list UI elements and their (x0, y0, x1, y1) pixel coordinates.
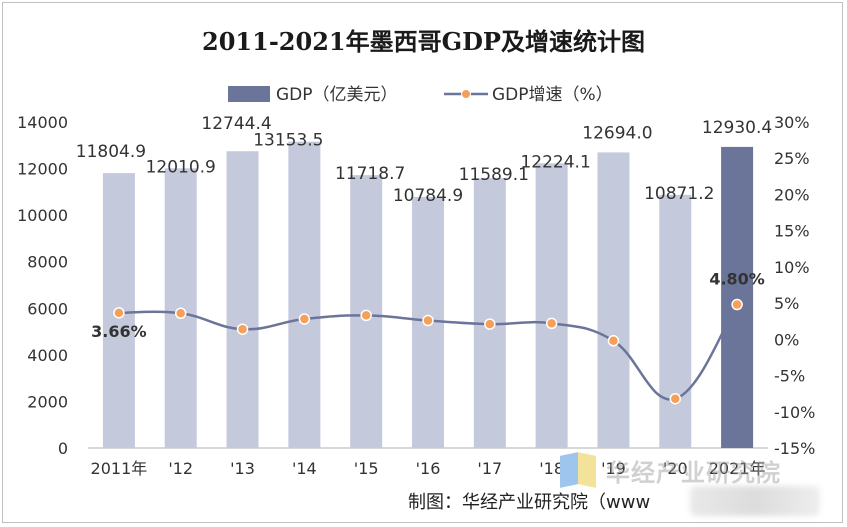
gdp-bar (659, 194, 692, 448)
gdp-bar-label: 12010.9 (146, 157, 216, 177)
gdp-growth-point (360, 309, 372, 322)
x-tick-label: '13 (230, 459, 255, 478)
y-right-tick-label: 10% (774, 258, 810, 277)
x-tick-label: '15 (354, 459, 379, 478)
gdp-growth-line (118, 303, 739, 401)
blurred-url (690, 486, 820, 516)
y-left-tick-label: 10000 (17, 206, 68, 225)
y-left-tick-label: 8000 (27, 253, 68, 272)
x-tick-label: '19 (601, 459, 626, 478)
y-left-tick-label: 12000 (17, 160, 68, 179)
gdp-growth-point (298, 313, 311, 325)
x-tick-label: '20 (663, 459, 688, 478)
x-tick-label: 2021年 (709, 459, 766, 478)
gdp-bar (597, 152, 630, 449)
y-right-tick-label: -5% (774, 367, 805, 386)
y-right-tick-label: 5% (774, 294, 799, 313)
y-left-tick-label: 2000 (27, 392, 68, 411)
gdp-bar-label: 12694.0 (582, 123, 652, 143)
y-left-tick-label: 4000 (27, 346, 68, 365)
y-right-tick-label: 25% (774, 149, 810, 168)
gdp-growth-point (113, 307, 125, 319)
gdp-bar (535, 163, 568, 449)
watermark: 华经产业研究院 (560, 452, 781, 488)
y-right-tick-label: -10% (774, 403, 815, 422)
gdp-bar (226, 151, 259, 448)
gdp-growth-point (236, 323, 249, 335)
gdp-bar (721, 146, 754, 448)
watermark-logo-icon (560, 452, 600, 488)
gdp-bar-label: 10784.9 (393, 186, 463, 206)
gdp-bar-label: 12224.1 (520, 152, 590, 172)
gdp-bar-label: 11589.1 (459, 165, 529, 185)
y-right-tick-label: 15% (774, 222, 810, 241)
y-right-tick-label: 0% (774, 330, 799, 349)
y-left-tick-label: 0 (58, 439, 68, 458)
gdp-growth-point (174, 307, 187, 320)
chart-title: 2011-2021年墨西哥GDP及增速统计图 (202, 27, 645, 56)
gdp-bar (288, 141, 321, 448)
gdp-growth-point (422, 314, 434, 327)
legend-growth-label: GDP增速（%） (492, 85, 613, 105)
x-tick-label: 2011年 (91, 459, 148, 478)
gdp-bar-label: 11804.9 (76, 142, 146, 162)
gdp-growth-label: 4.80% (709, 270, 765, 289)
legend-growth-marker (461, 89, 471, 99)
gdp-bar-label: 12744.4 (201, 114, 271, 134)
y-right-tick-label: 20% (774, 185, 810, 204)
x-tick-label: '18 (539, 459, 564, 478)
gdp-bar (473, 178, 506, 448)
x-tick-label: '14 (292, 459, 317, 478)
x-tick-label: '12 (168, 459, 193, 478)
y-right-tick-label: 30% (774, 113, 810, 132)
y-left-tick-label: 14000 (17, 113, 68, 132)
gdp-growth-point (669, 392, 682, 405)
gdp-growth-point (545, 317, 558, 330)
gdp-bar-label: 11718.7 (335, 164, 405, 184)
gdp-bar-label: 13153.5 (253, 131, 323, 151)
x-tick-label: '16 (416, 459, 441, 478)
gdp-growth-point (484, 318, 496, 330)
watermark-text: 华经产业研究院 (606, 458, 781, 487)
x-tick-label: '17 (477, 459, 502, 478)
source-note: 制图：华经产业研究院（www (408, 492, 651, 513)
gdp-bar-label: 10871.2 (644, 184, 714, 204)
y-right-tick-label: -15% (774, 439, 815, 458)
gdp-bar-label: 12930.4 (702, 118, 772, 138)
gdp-growth-label: 3.66% (91, 322, 147, 341)
gdp-growth-point (731, 298, 743, 311)
y-left-tick-label: 6000 (27, 299, 68, 318)
gdp-growth-point (607, 335, 620, 347)
legend-gdp-swatch (228, 86, 270, 102)
legend-gdp-label: GDP（亿美元） (276, 85, 398, 105)
